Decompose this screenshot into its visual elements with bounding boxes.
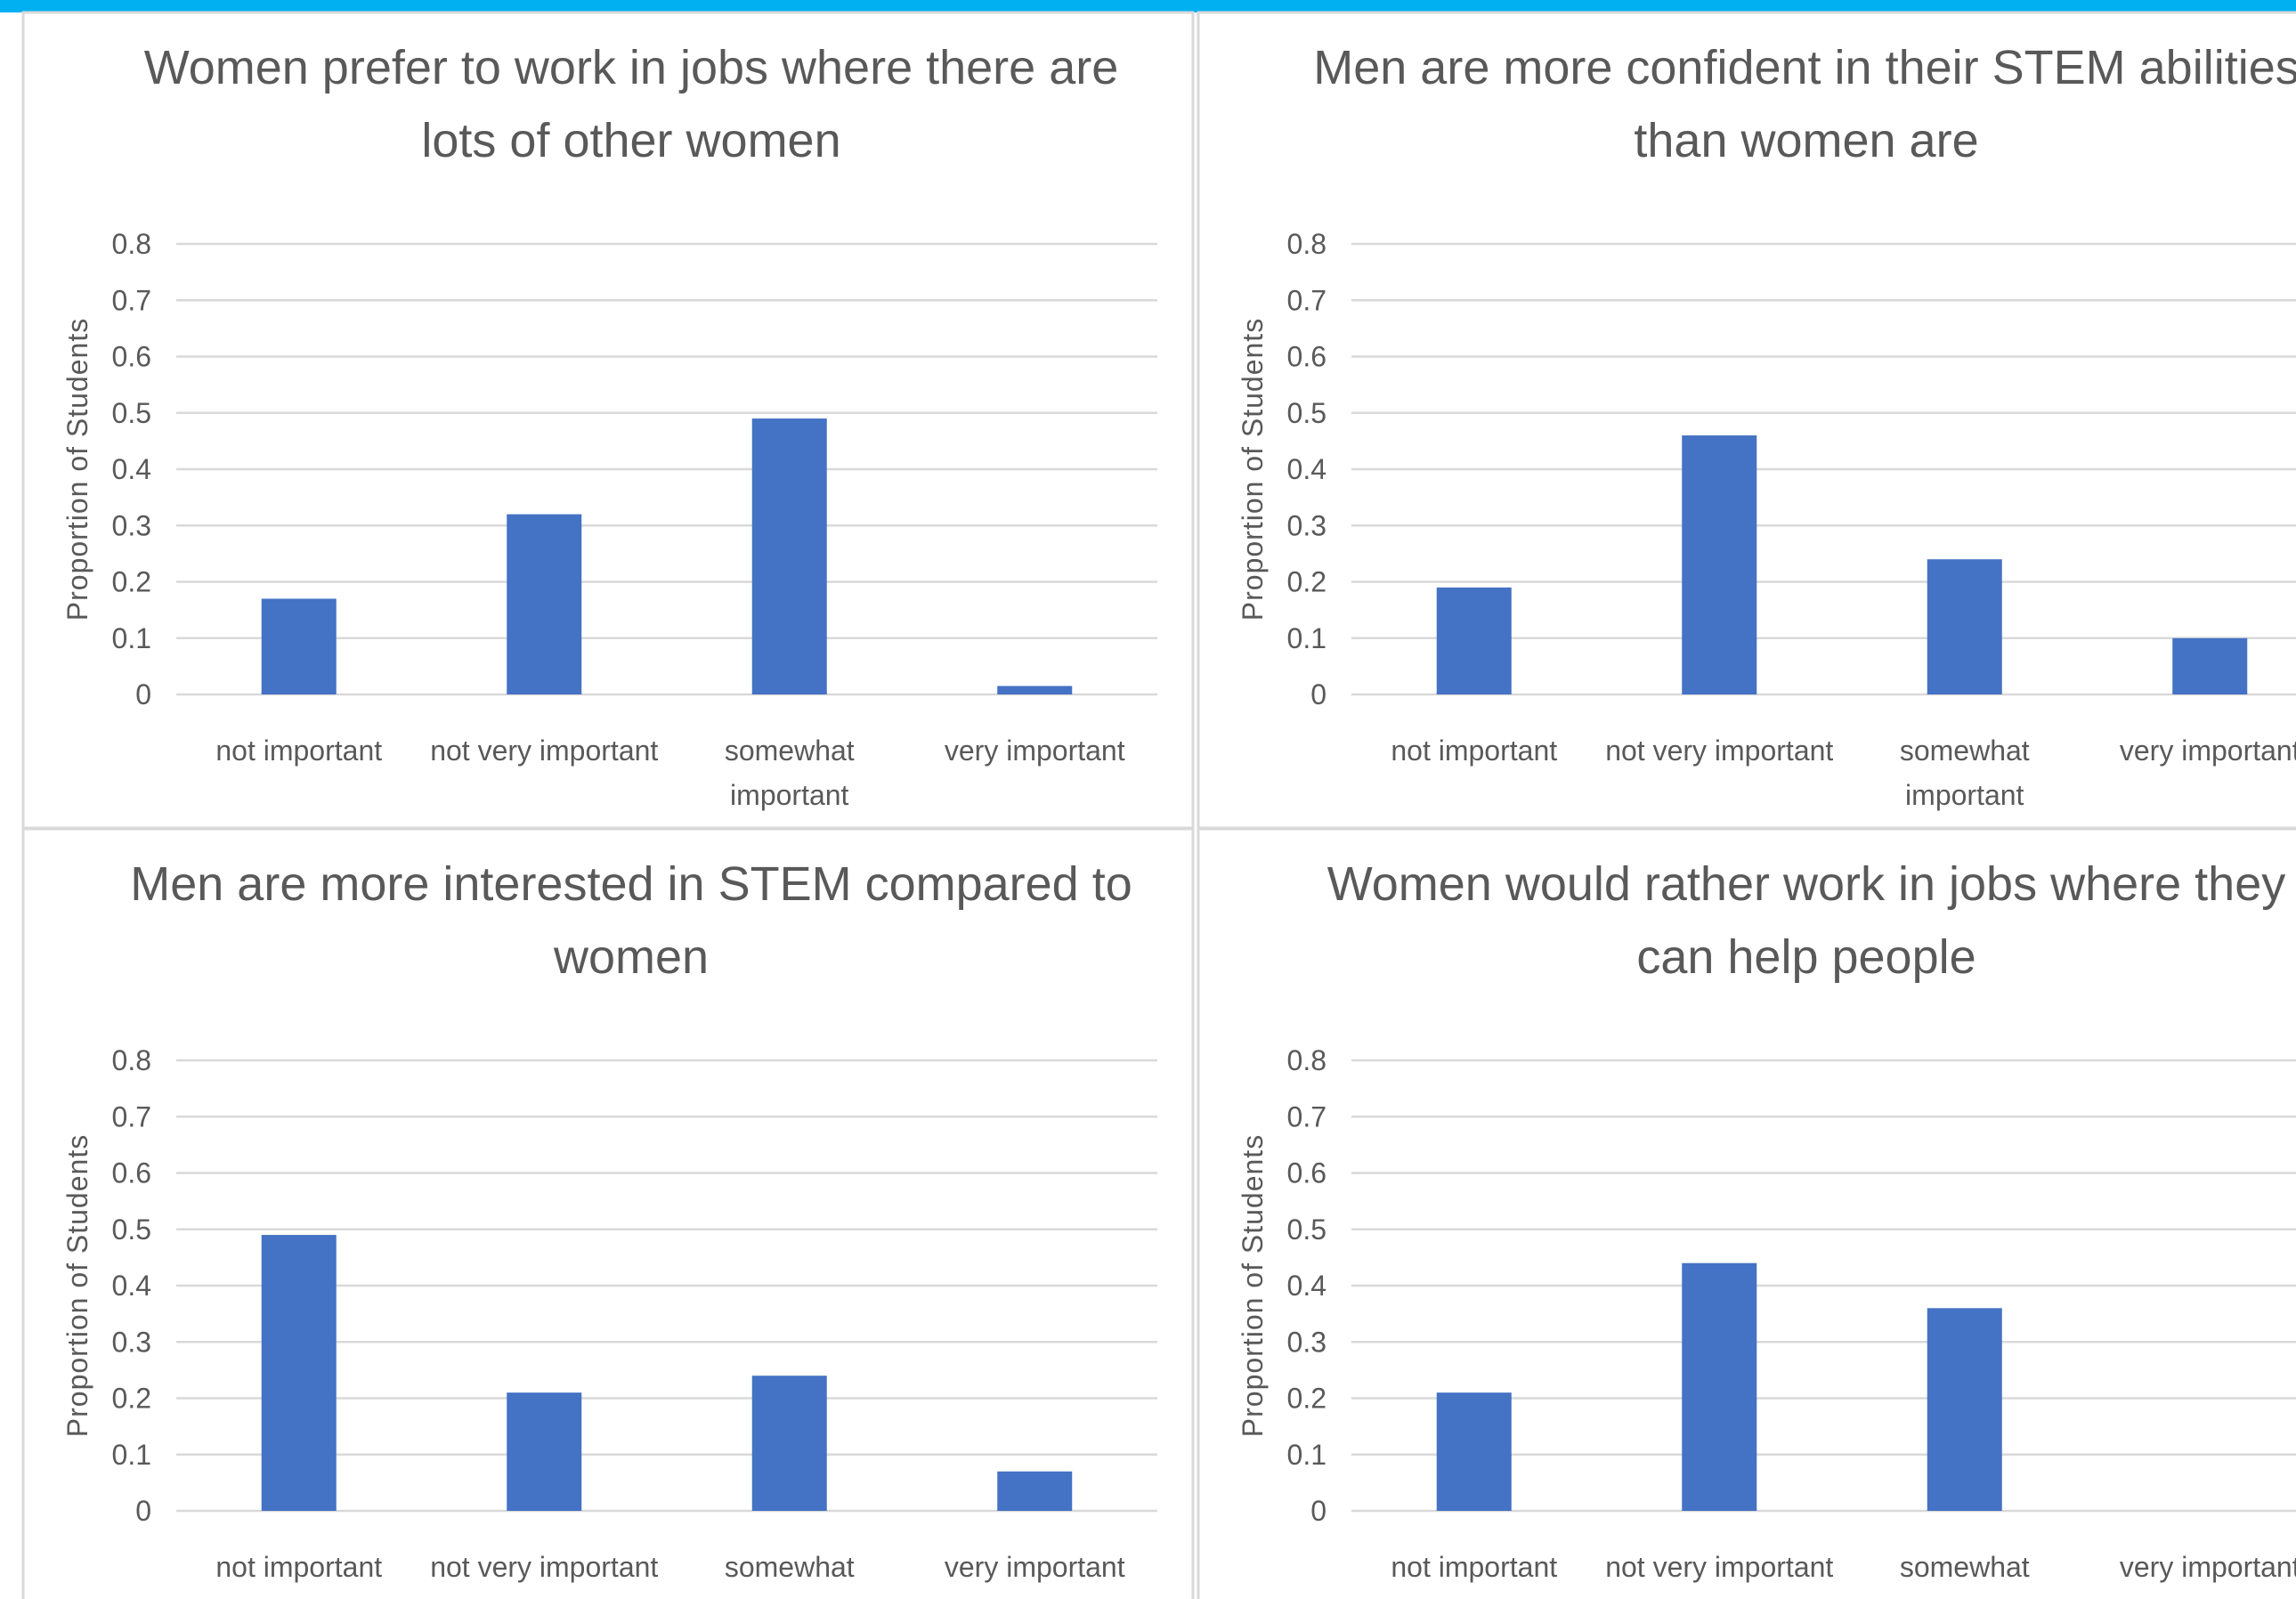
y-tick-label: 0.5	[112, 397, 151, 429]
y-tick-label: 0.4	[112, 1270, 151, 1302]
y-tick-label: 0	[135, 1495, 151, 1527]
chart-panel: Men are more interested in STEM compared…	[21, 827, 1195, 1599]
y-tick-label: 0.6	[112, 341, 151, 373]
y-tick-label: 0	[1310, 1495, 1326, 1527]
x-tick-label: important	[1905, 1595, 2024, 1599]
y-tick-label: 0.8	[1287, 1044, 1326, 1076]
y-tick-label: 0.5	[1287, 397, 1326, 429]
y-tick-label: 0.8	[1287, 228, 1326, 260]
top-accent-bar	[0, 0, 2296, 12]
x-tick-label: important	[730, 779, 849, 811]
x-tick-label: somewhat	[1900, 1551, 2030, 1583]
y-tick-label: 0.1	[112, 622, 151, 654]
y-tick-label: 0	[135, 678, 151, 710]
bar	[1682, 435, 1757, 694]
chart-title: lots of other women	[421, 114, 840, 167]
bar	[997, 1471, 1073, 1511]
y-tick-label: 0.3	[1287, 509, 1326, 541]
bar	[507, 1392, 582, 1511]
y-tick-label: 0	[1310, 678, 1326, 710]
chart-title: Women prefer to work in jobs where there…	[144, 41, 1119, 94]
y-tick-label: 0.7	[1287, 1100, 1326, 1132]
y-tick-label: 0.1	[1287, 622, 1326, 654]
x-tick-label: very important	[945, 1551, 1125, 1583]
x-tick-label: not very important	[1605, 1551, 1833, 1583]
x-tick-label: not important	[1391, 1551, 1557, 1583]
chart-title: Women would rather work in jobs where th…	[1327, 857, 2286, 911]
y-tick-label: 0.5	[1287, 1213, 1326, 1246]
y-tick-label: 0.2	[1287, 1383, 1326, 1415]
y-tick-label: 0.6	[1287, 341, 1326, 373]
chart-title: can help people	[1636, 930, 1976, 984]
y-tick-label: 0.4	[1287, 1270, 1326, 1302]
bar	[1927, 1308, 2002, 1511]
x-tick-label: very important	[945, 735, 1125, 767]
bar	[1436, 1392, 1512, 1511]
x-tick-label: important	[730, 1595, 849, 1599]
y-tick-label: 0.5	[112, 1213, 151, 1246]
bar	[1682, 1262, 1757, 1511]
bar	[997, 686, 1073, 694]
bar	[751, 1376, 827, 1511]
y-tick-label: 0.7	[1287, 284, 1326, 316]
y-tick-label: 0.4	[1287, 453, 1326, 485]
x-tick-label: very important	[2120, 1551, 2296, 1583]
y-tick-label: 0.2	[1287, 566, 1326, 598]
x-tick-label: not very important	[430, 735, 658, 767]
bar	[507, 514, 582, 694]
y-axis-label: Proportion of Students	[1237, 1134, 1269, 1437]
bar	[1436, 587, 1512, 694]
bar	[2172, 637, 2248, 694]
bar	[1927, 559, 2002, 694]
x-tick-label: somewhat	[725, 735, 855, 767]
chart-title: than women are	[1634, 114, 1978, 167]
x-tick-label: not very important	[430, 1551, 658, 1583]
bar	[261, 598, 337, 694]
y-axis-label: Proportion of Students	[61, 318, 93, 621]
x-tick-label: important	[1905, 779, 2024, 811]
y-tick-label: 0.2	[112, 1383, 151, 1415]
y-tick-label: 0.1	[112, 1439, 151, 1471]
y-axis-label: Proportion of Students	[1237, 318, 1269, 621]
y-tick-label: 0.8	[112, 1044, 151, 1076]
chart-panel: Men are more confident in their STEM abi…	[1197, 11, 2296, 830]
x-tick-label: not very important	[1605, 735, 1833, 767]
bar	[261, 1235, 337, 1511]
y-tick-label: 0.1	[1287, 1439, 1326, 1471]
chart-panel: Women prefer to work in jobs where there…	[21, 11, 1195, 830]
chart-panel: Women would rather work in jobs where th…	[1197, 827, 2296, 1599]
x-tick-label: not important	[215, 1551, 382, 1583]
y-tick-label: 0.7	[112, 284, 151, 316]
chart-panel-border	[1197, 827, 2296, 1599]
chart-title: Men are more confident in their STEM abi…	[1313, 41, 2296, 94]
chart-title: Men are more interested in STEM compared…	[130, 857, 1132, 911]
chart-title: women	[553, 930, 709, 984]
x-tick-label: not important	[215, 735, 382, 767]
y-tick-label: 0.6	[1287, 1157, 1326, 1189]
x-tick-label: not important	[1391, 735, 1557, 767]
y-tick-label: 0.7	[112, 1100, 151, 1132]
x-tick-label: very important	[2120, 735, 2296, 767]
y-tick-label: 0.8	[112, 228, 151, 260]
y-tick-label: 0.6	[112, 1157, 151, 1189]
y-tick-label: 0.3	[112, 509, 151, 541]
y-axis-label: Proportion of Students	[61, 1134, 93, 1437]
y-tick-label: 0.3	[112, 1326, 151, 1358]
chart-panel-border	[21, 827, 1195, 1599]
y-tick-label: 0.4	[112, 453, 151, 485]
y-tick-label: 0.3	[1287, 1326, 1326, 1358]
bar	[751, 418, 827, 694]
x-tick-label: somewhat	[725, 1551, 855, 1583]
x-tick-label: somewhat	[1900, 735, 2030, 767]
y-tick-label: 0.2	[112, 566, 151, 598]
